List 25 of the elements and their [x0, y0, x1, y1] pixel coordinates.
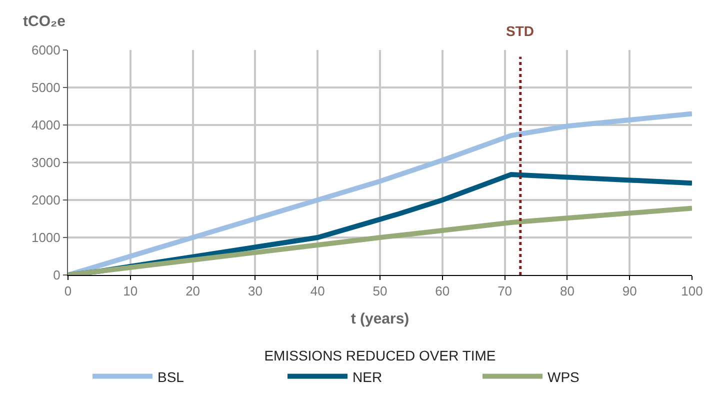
- y-tick-label: 5000: [31, 80, 60, 96]
- y-tick-label: 3000: [31, 155, 60, 170]
- x-tick-label: 40: [310, 284, 325, 299]
- y-tick-label: 6000: [31, 42, 60, 58]
- x-axis-title: t (years): [350, 310, 410, 328]
- y-tick-label: 2000: [31, 192, 60, 208]
- x-tick-label: 30: [248, 284, 262, 299]
- x-tick-label: 20: [186, 284, 200, 299]
- y-axis-title: tCO₂e: [23, 13, 66, 30]
- x-tick-label: 70: [498, 284, 512, 299]
- x-tick-label: 80: [560, 284, 574, 299]
- legend-label: BSL: [158, 368, 184, 385]
- x-tick-label: 90: [622, 284, 637, 299]
- y-tick-label: 1000: [31, 230, 60, 246]
- legend-label: WPS: [548, 368, 580, 385]
- x-tick-label: 0: [64, 284, 72, 299]
- x-tick-label: 50: [372, 284, 388, 299]
- y-tick-label: 0: [53, 268, 60, 283]
- x-tick-label: 10: [123, 284, 138, 299]
- legend-title: EMISSIONS REDUCED OVER TIME: [264, 348, 496, 364]
- ref-line-label: STD: [506, 23, 534, 39]
- legend-label: NER: [352, 368, 382, 385]
- x-tick-label: 100: [681, 284, 703, 299]
- x-tick-label: 60: [435, 284, 450, 299]
- y-tick-label: 4000: [31, 118, 60, 133]
